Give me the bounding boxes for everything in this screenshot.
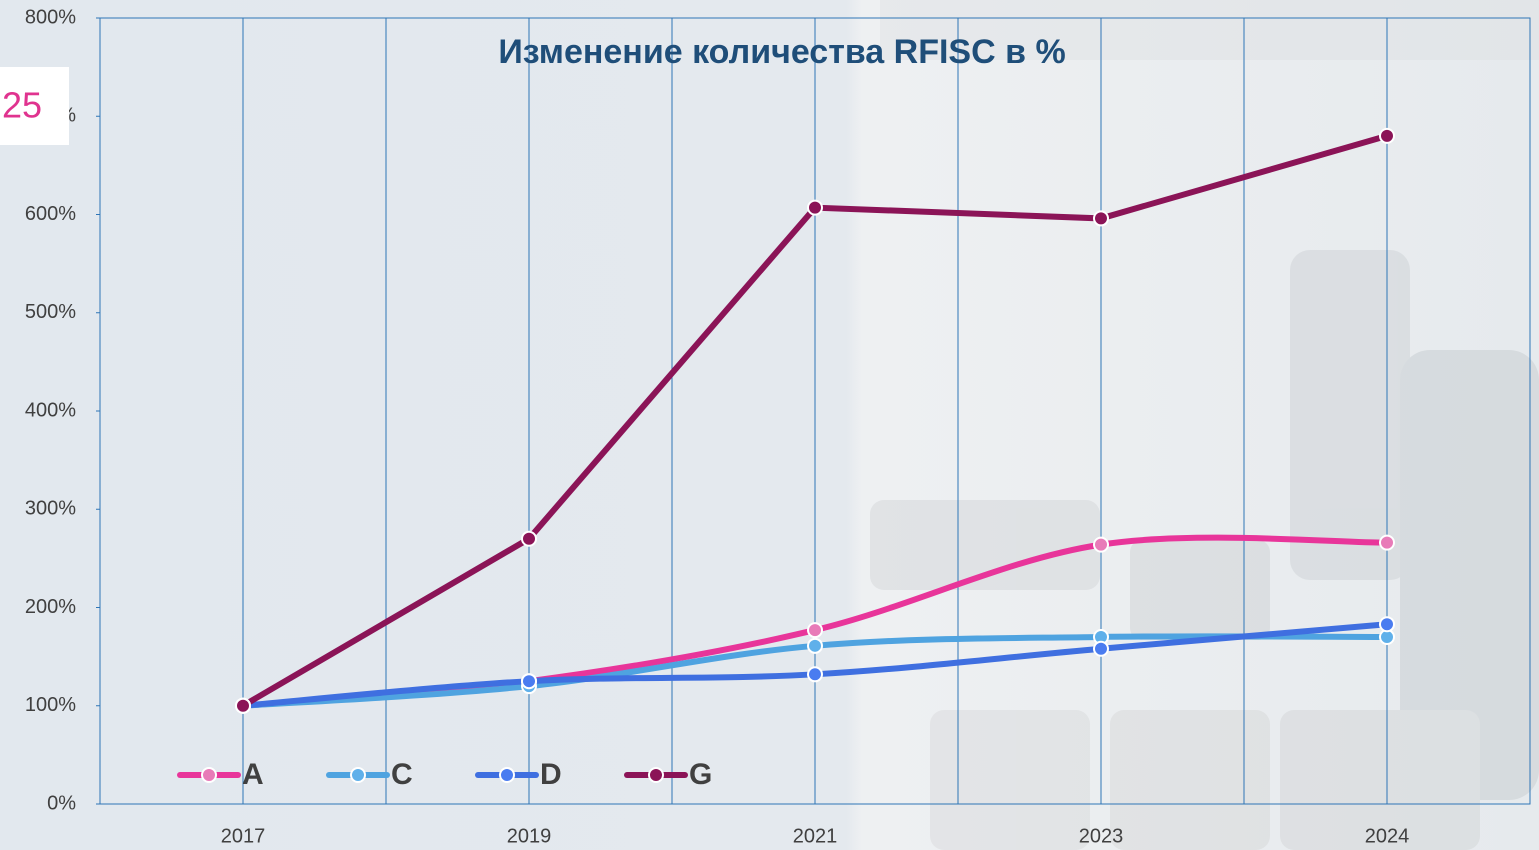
x-tick-label: 2023 [1079,825,1124,847]
marker [807,666,823,683]
legend-marker [499,767,515,783]
x-tick-label: 2024 [1365,825,1410,847]
legend-marker [648,767,664,783]
marker [807,637,823,654]
x-tick-label: 2017 [221,825,266,847]
marker [1093,640,1109,657]
marker [1379,616,1395,633]
marker [1379,534,1395,551]
y-tick-label: 800% [25,6,76,28]
legend-label: C [391,758,413,791]
y-tick-label: 600% [25,203,76,225]
y-tick-label: 0% [47,792,76,814]
legend-label: A [242,758,264,791]
x-tick-label: 2019 [507,825,552,847]
legend-label: D [540,758,562,791]
marker [235,697,251,714]
marker [521,673,537,690]
background-photo [870,0,1539,850]
marker [1379,127,1395,144]
x-tick-label: 2021 [793,825,838,847]
y-tick-label: 400% [25,399,76,421]
legend-marker [350,767,366,783]
slide-number-box [0,67,69,145]
y-tick-label: 200% [25,596,76,618]
slide-number: 25 [2,85,42,126]
marker [807,199,823,216]
legend-label: G [689,758,712,791]
y-tick-label: 100% [25,694,76,716]
y-tick-label: 500% [25,301,76,323]
chart-title: Изменение количества RFISC в % [498,33,1065,71]
legend-marker [201,767,217,783]
marker [521,530,537,547]
marker [807,622,823,639]
y-tick-label: 300% [25,498,76,520]
marker [1093,536,1109,553]
marker [1093,210,1109,227]
